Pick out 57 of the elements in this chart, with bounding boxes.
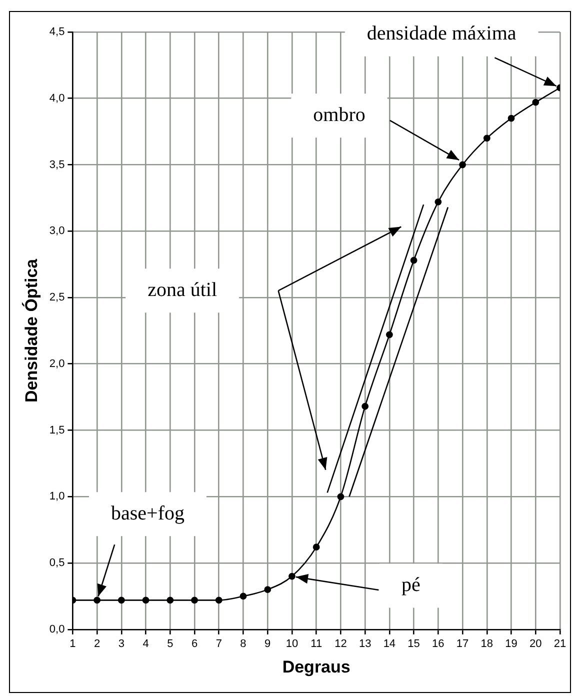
y-tick-label: 2,0 [49, 358, 65, 370]
x-tick-label: 6 [191, 638, 198, 650]
annotation: pé [401, 574, 420, 596]
point [312, 544, 320, 551]
point [118, 596, 125, 604]
y-tick-label: 4,5 [49, 26, 65, 38]
point [362, 402, 369, 410]
x-tick-label: 11 [310, 638, 322, 650]
point [508, 114, 515, 122]
y-tick-label: 4,0 [49, 92, 65, 104]
x-tick-label: 9 [264, 638, 271, 650]
x-tick-label: 2 [94, 638, 100, 650]
annotation: zona útil [148, 278, 218, 301]
point [142, 596, 150, 604]
x-tick-label: 10 [286, 638, 298, 650]
y-tick-label: 1,0 [49, 490, 65, 503]
point [532, 98, 540, 106]
x-tick-label: 21 [554, 638, 566, 650]
y-tick-label: 0,5 [49, 557, 65, 570]
point [483, 134, 490, 142]
x-tick-label: 13 [358, 638, 372, 650]
y-tick-label: 1,5 [49, 424, 65, 436]
point [264, 586, 272, 594]
point [337, 493, 344, 500]
point [215, 596, 222, 604]
point [191, 596, 198, 604]
y-axis-title: Densidade Óptica [20, 258, 41, 403]
point [410, 256, 418, 264]
x-tick-label: 17 [456, 638, 469, 650]
point [386, 331, 393, 338]
x-tick-label: 16 [432, 638, 444, 650]
x-tick-label: 1 [70, 638, 76, 650]
y-tick-label: 0,0 [49, 623, 65, 636]
x-tick-label: 15 [408, 638, 420, 650]
x-tick-label: 5 [167, 638, 174, 650]
x-tick-label: 8 [240, 638, 246, 650]
y-tick-label: 2,5 [49, 292, 65, 304]
point [166, 596, 174, 604]
x-tick-label: 7 [216, 638, 222, 650]
point [459, 161, 466, 168]
x-tick-label: 4 [142, 638, 149, 650]
x-axis-title: Degraus [282, 657, 350, 676]
x-tick-label: 20 [530, 638, 542, 650]
x-tick-label: 12 [334, 638, 347, 650]
x-tick-label: 19 [505, 638, 518, 650]
annotation: base+fog [110, 502, 184, 524]
point [288, 572, 296, 580]
x-tick-label: 14 [383, 638, 396, 650]
y-tick-label: 3,0 [49, 225, 65, 238]
point [434, 198, 442, 206]
x-tick-label: 3 [118, 638, 124, 650]
y-tick-label: 3,5 [49, 158, 65, 171]
annotation: ombro [313, 104, 366, 126]
point [240, 592, 247, 600]
point [94, 596, 101, 604]
x-tick-label: 18 [480, 638, 494, 650]
annotation: densidade máxima [366, 22, 516, 45]
